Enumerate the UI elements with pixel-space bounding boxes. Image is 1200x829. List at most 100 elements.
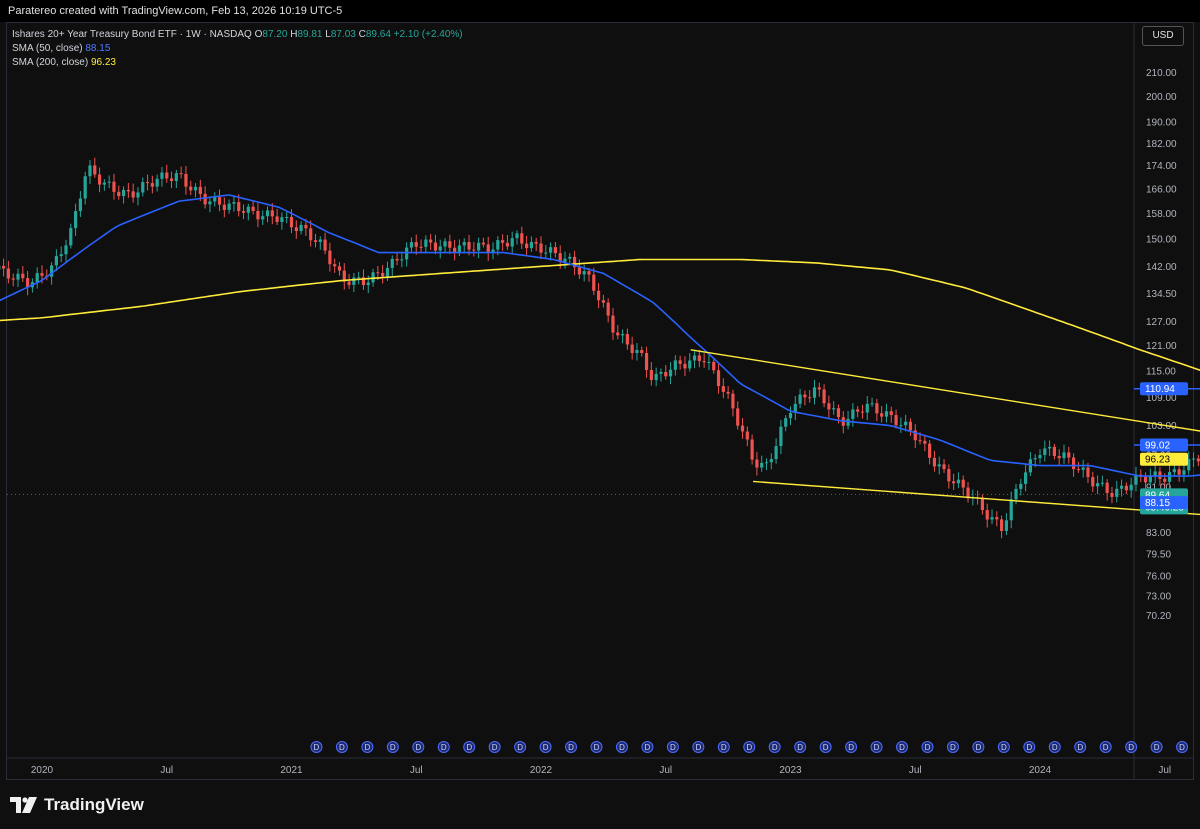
dividend-marker-glyph: D bbox=[415, 743, 421, 752]
candle-body bbox=[721, 386, 725, 392]
dividend-marker[interactable] bbox=[488, 741, 501, 753]
dividend-marker[interactable] bbox=[335, 741, 348, 753]
dividend-marker[interactable] bbox=[896, 741, 909, 753]
candle-body bbox=[49, 265, 54, 277]
dividend-marker[interactable] bbox=[870, 741, 883, 753]
dividend-marker[interactable] bbox=[1150, 741, 1163, 753]
candle-body bbox=[501, 240, 505, 243]
candle-body bbox=[577, 267, 581, 275]
sma200-line[interactable] bbox=[0, 258, 1200, 459]
dividend-marker[interactable] bbox=[412, 741, 425, 753]
candle-body bbox=[246, 206, 250, 213]
candle-body bbox=[285, 216, 289, 218]
chart-frame[interactable] bbox=[6, 22, 1194, 780]
candle-body bbox=[1100, 482, 1104, 484]
dividend-marker[interactable] bbox=[514, 741, 527, 753]
x-tick-label: 2023 bbox=[779, 765, 802, 776]
candle-body bbox=[740, 425, 745, 432]
dividend-marker[interactable] bbox=[1023, 741, 1036, 753]
dividend-marker[interactable] bbox=[921, 741, 934, 753]
dividend-marker[interactable] bbox=[717, 741, 730, 753]
dividend-marker[interactable] bbox=[310, 741, 323, 753]
currency-button[interactable]: USD bbox=[1142, 26, 1184, 46]
candle-body bbox=[1076, 469, 1080, 471]
candle-body bbox=[1091, 477, 1095, 487]
dividend-marker-glyph: D bbox=[466, 743, 472, 752]
sma50-line[interactable] bbox=[0, 194, 1200, 503]
dividend-marker[interactable] bbox=[386, 741, 399, 753]
candle-body bbox=[779, 426, 783, 447]
dividend-marker[interactable] bbox=[845, 741, 858, 753]
dividend-marker[interactable] bbox=[1074, 741, 1087, 753]
dividend-marker[interactable] bbox=[615, 741, 628, 753]
dividend-marker[interactable] bbox=[946, 741, 959, 753]
candle-body bbox=[529, 242, 534, 249]
sma200-row[interactable]: SMA (200, close) 96.23 bbox=[12, 56, 463, 70]
candle-body bbox=[865, 403, 869, 413]
candle-body bbox=[630, 344, 634, 354]
low-value: 87.03 bbox=[330, 29, 356, 40]
y-tick-label: 174.00 bbox=[1146, 161, 1177, 172]
dividend-marker[interactable] bbox=[1176, 741, 1189, 753]
dividend-marker[interactable] bbox=[692, 741, 705, 753]
dividend-marker-glyph: D bbox=[1179, 743, 1185, 752]
open-label: O bbox=[254, 29, 263, 40]
candle-body bbox=[904, 421, 908, 426]
price-chart[interactable]: 210.00 200.00 190.00 182.00 174.00 166.00 158.… bbox=[0, 0, 1200, 780]
dividend-marker[interactable] bbox=[463, 741, 476, 753]
dividend-marker-glyph: D bbox=[823, 743, 829, 752]
candle-body bbox=[1187, 459, 1191, 471]
sma50-row[interactable]: SMA (50, close) 88.15 bbox=[12, 42, 463, 56]
candle-body bbox=[1033, 458, 1037, 460]
candle-body bbox=[1047, 446, 1052, 449]
dividend-marker[interactable] bbox=[1048, 741, 1061, 753]
dividend-marker[interactable] bbox=[641, 741, 654, 753]
trendline-upper[interactable] bbox=[690, 349, 1200, 515]
price-axis-label: 89.64 bbox=[1145, 490, 1170, 501]
x-tick-label: Jul bbox=[1158, 765, 1171, 776]
dividend-marker-glyph: D bbox=[899, 743, 905, 752]
dividend-marker[interactable] bbox=[768, 741, 781, 753]
candle-body bbox=[812, 387, 817, 398]
brand-name: TradingView bbox=[44, 795, 144, 814]
dividend-marker[interactable] bbox=[794, 741, 807, 753]
dividend-marker[interactable] bbox=[1099, 741, 1112, 753]
dividend-marker-glyph: D bbox=[390, 743, 396, 752]
candle-body bbox=[606, 302, 610, 316]
candle-body bbox=[366, 282, 370, 286]
candle-body bbox=[280, 217, 284, 222]
attribution-bar: Paratereo created with TradingView.com, … bbox=[0, 0, 1200, 22]
candle-body bbox=[208, 201, 212, 205]
y-tick-label: 142.00 bbox=[1146, 262, 1177, 273]
dividend-marker[interactable] bbox=[437, 741, 450, 753]
dividend-marker[interactable] bbox=[997, 741, 1010, 753]
candle-body bbox=[299, 224, 303, 232]
dividend-marker-glyph: D bbox=[645, 743, 651, 752]
dividend-marker[interactable] bbox=[361, 741, 374, 753]
open-value: 87.20 bbox=[262, 29, 288, 40]
dividend-marker[interactable] bbox=[1125, 741, 1138, 753]
tradingview-logo[interactable]: TradingView bbox=[10, 795, 144, 815]
x-tick-label: Jul bbox=[909, 765, 922, 776]
candle-body bbox=[760, 462, 764, 468]
dividend-marker[interactable] bbox=[743, 741, 756, 753]
candle-body bbox=[1153, 471, 1157, 476]
sma50-value: 88.15 bbox=[85, 43, 111, 54]
candle-body bbox=[189, 186, 193, 191]
dividend-marker[interactable] bbox=[539, 741, 552, 753]
dividend-marker[interactable] bbox=[565, 741, 578, 753]
candle-body bbox=[438, 246, 442, 251]
candle-body bbox=[222, 204, 226, 210]
dividend-marker[interactable] bbox=[972, 741, 985, 753]
candle-body bbox=[932, 457, 937, 467]
candle-body bbox=[424, 239, 428, 247]
candle-body bbox=[481, 242, 486, 245]
dividend-marker[interactable] bbox=[666, 741, 679, 753]
dividend-marker[interactable] bbox=[590, 741, 603, 753]
candle-body bbox=[1067, 452, 1071, 458]
candle-body bbox=[131, 191, 135, 198]
candle-body bbox=[1158, 471, 1162, 479]
dividend-marker[interactable] bbox=[819, 741, 832, 753]
trendline-lower[interactable] bbox=[753, 480, 1200, 556]
candle-body bbox=[73, 211, 78, 229]
